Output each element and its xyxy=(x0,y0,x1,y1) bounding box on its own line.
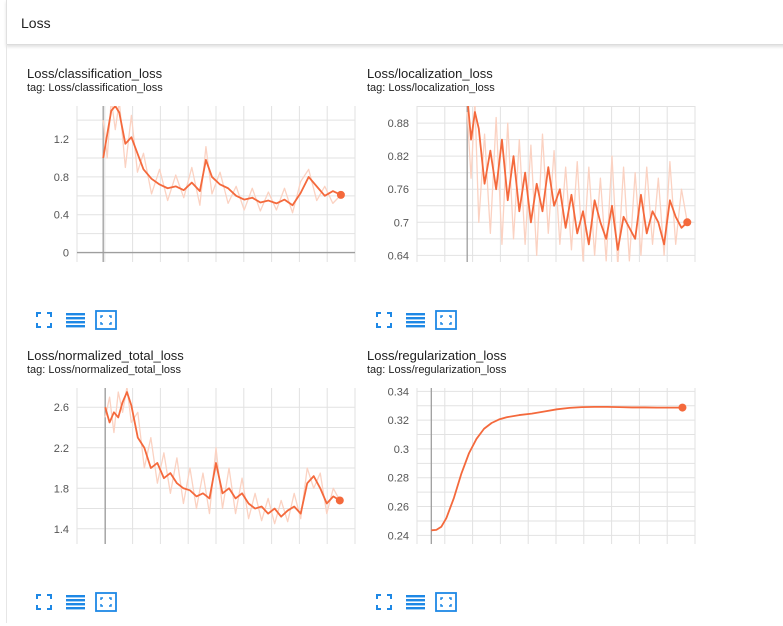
y-tick-label: 1.8 xyxy=(54,483,69,495)
expand-chart-icon xyxy=(95,310,117,330)
expand-chart-button[interactable] xyxy=(95,592,117,612)
expand-chart-icon xyxy=(435,592,457,612)
fit-domain-icon xyxy=(36,312,52,328)
card-tag: tag: Loss/regularization_loss xyxy=(367,364,506,376)
chart-card: Loss/normalized_total_loss tag: Loss/norm… xyxy=(27,348,367,626)
last-point-marker xyxy=(678,403,687,412)
toggle-log-scale-button[interactable] xyxy=(405,310,427,330)
tag-value: Loss/classification_loss xyxy=(48,82,163,94)
card-title: Loss/regularization_loss xyxy=(367,348,507,363)
fit-domain-icon xyxy=(376,312,392,328)
card-tag: tag: Loss/classification_loss xyxy=(27,82,163,94)
y-tick-label: 0.64 xyxy=(388,250,409,262)
toggle-log-scale-button[interactable] xyxy=(405,592,427,612)
y-tick-label: 0.76 xyxy=(388,184,409,196)
smoothed-series-line xyxy=(102,106,342,207)
fit-domain-button[interactable] xyxy=(35,310,57,330)
y-tick-label: 1.2 xyxy=(54,134,69,146)
toggle-log-scale-icon xyxy=(406,595,425,610)
card-tag: tag: Loss/normalized_total_loss xyxy=(27,364,181,376)
tag-prefix: tag: xyxy=(367,82,386,94)
last-point-marker xyxy=(683,218,692,227)
y-tick-label: 1.4 xyxy=(54,524,69,536)
expand-chart-icon xyxy=(435,310,457,330)
raw-series-line xyxy=(466,106,688,262)
tag-value: Loss/regularization_loss xyxy=(388,364,507,376)
expand-chart-button[interactable] xyxy=(435,310,457,330)
chart-card: Loss/classification_loss tag: Loss/classi… xyxy=(27,66,367,344)
card-title: Loss/classification_loss xyxy=(27,66,163,81)
fit-domain-button[interactable] xyxy=(35,592,57,612)
y-tick-label: 0.28 xyxy=(388,473,409,485)
card-tag: tag: Loss/localization_loss xyxy=(367,82,495,94)
y-tick-label: 0.24 xyxy=(388,530,409,542)
toggle-log-scale-icon xyxy=(66,313,85,328)
fit-domain-icon xyxy=(36,594,52,610)
card-title: Loss/localization_loss xyxy=(367,66,493,81)
section-header[interactable]: Loss xyxy=(6,0,783,45)
expand-chart-icon xyxy=(95,592,117,612)
y-tick-label: 0.34 xyxy=(388,386,409,398)
toggle-log-scale-icon xyxy=(406,313,425,328)
page-border xyxy=(6,44,7,623)
chart-card: Loss/localization_loss tag: Loss/localiza… xyxy=(367,66,707,344)
y-tick-label: 2.2 xyxy=(54,443,69,455)
fit-domain-icon xyxy=(376,594,392,610)
last-point-marker xyxy=(336,190,345,199)
y-tick-label: 0.3 xyxy=(394,444,409,456)
y-tick-label: 0.7 xyxy=(394,217,409,229)
tag-prefix: tag: xyxy=(367,364,386,376)
tag-prefix: tag: xyxy=(27,82,46,94)
grid xyxy=(416,106,696,262)
y-tick-label: 0.26 xyxy=(388,502,409,514)
section-title: Loss xyxy=(21,15,51,31)
smoothed-series-line xyxy=(104,391,341,518)
chart-svg[interactable]: 0.64 0.7 0.76 0.82 0.88 xyxy=(367,94,707,288)
y-tick-label: 0.8 xyxy=(54,172,69,184)
toggle-log-scale-button[interactable] xyxy=(65,592,87,612)
fit-domain-button[interactable] xyxy=(375,310,397,330)
y-tick-label: 2.6 xyxy=(54,402,69,414)
chart-svg[interactable]: 0.24 0.26 0.28 0.3 0.32 0.34 xyxy=(367,376,707,570)
chart-svg[interactable]: 1.4 1.8 2.2 2.6 xyxy=(27,376,367,570)
y-tick-label: 0.88 xyxy=(388,118,409,130)
chart-card: Loss/regularization_loss tag: Loss/regula… xyxy=(367,348,707,626)
toggle-log-scale-icon xyxy=(66,595,85,610)
smoothed-series-line xyxy=(467,106,688,251)
expand-chart-button[interactable] xyxy=(95,310,117,330)
chart-svg[interactable]: 0 0.4 0.8 1.2 xyxy=(27,94,367,288)
smoothed-series-line xyxy=(431,405,683,532)
fit-domain-button[interactable] xyxy=(375,592,397,612)
y-tick-label: 0 xyxy=(63,248,69,260)
expand-chart-button[interactable] xyxy=(435,592,457,612)
tag-value: Loss/normalized_total_loss xyxy=(48,364,182,376)
last-point-marker xyxy=(335,496,344,505)
toggle-log-scale-button[interactable] xyxy=(65,310,87,330)
grid xyxy=(416,388,696,544)
card-title: Loss/normalized_total_loss xyxy=(27,348,184,363)
y-tick-label: 0.82 xyxy=(388,151,409,163)
y-tick-label: 0.4 xyxy=(54,210,69,222)
y-tick-label: 0.32 xyxy=(388,415,409,427)
tag-prefix: tag: xyxy=(27,364,46,376)
tag-value: Loss/localization_loss xyxy=(388,82,495,94)
